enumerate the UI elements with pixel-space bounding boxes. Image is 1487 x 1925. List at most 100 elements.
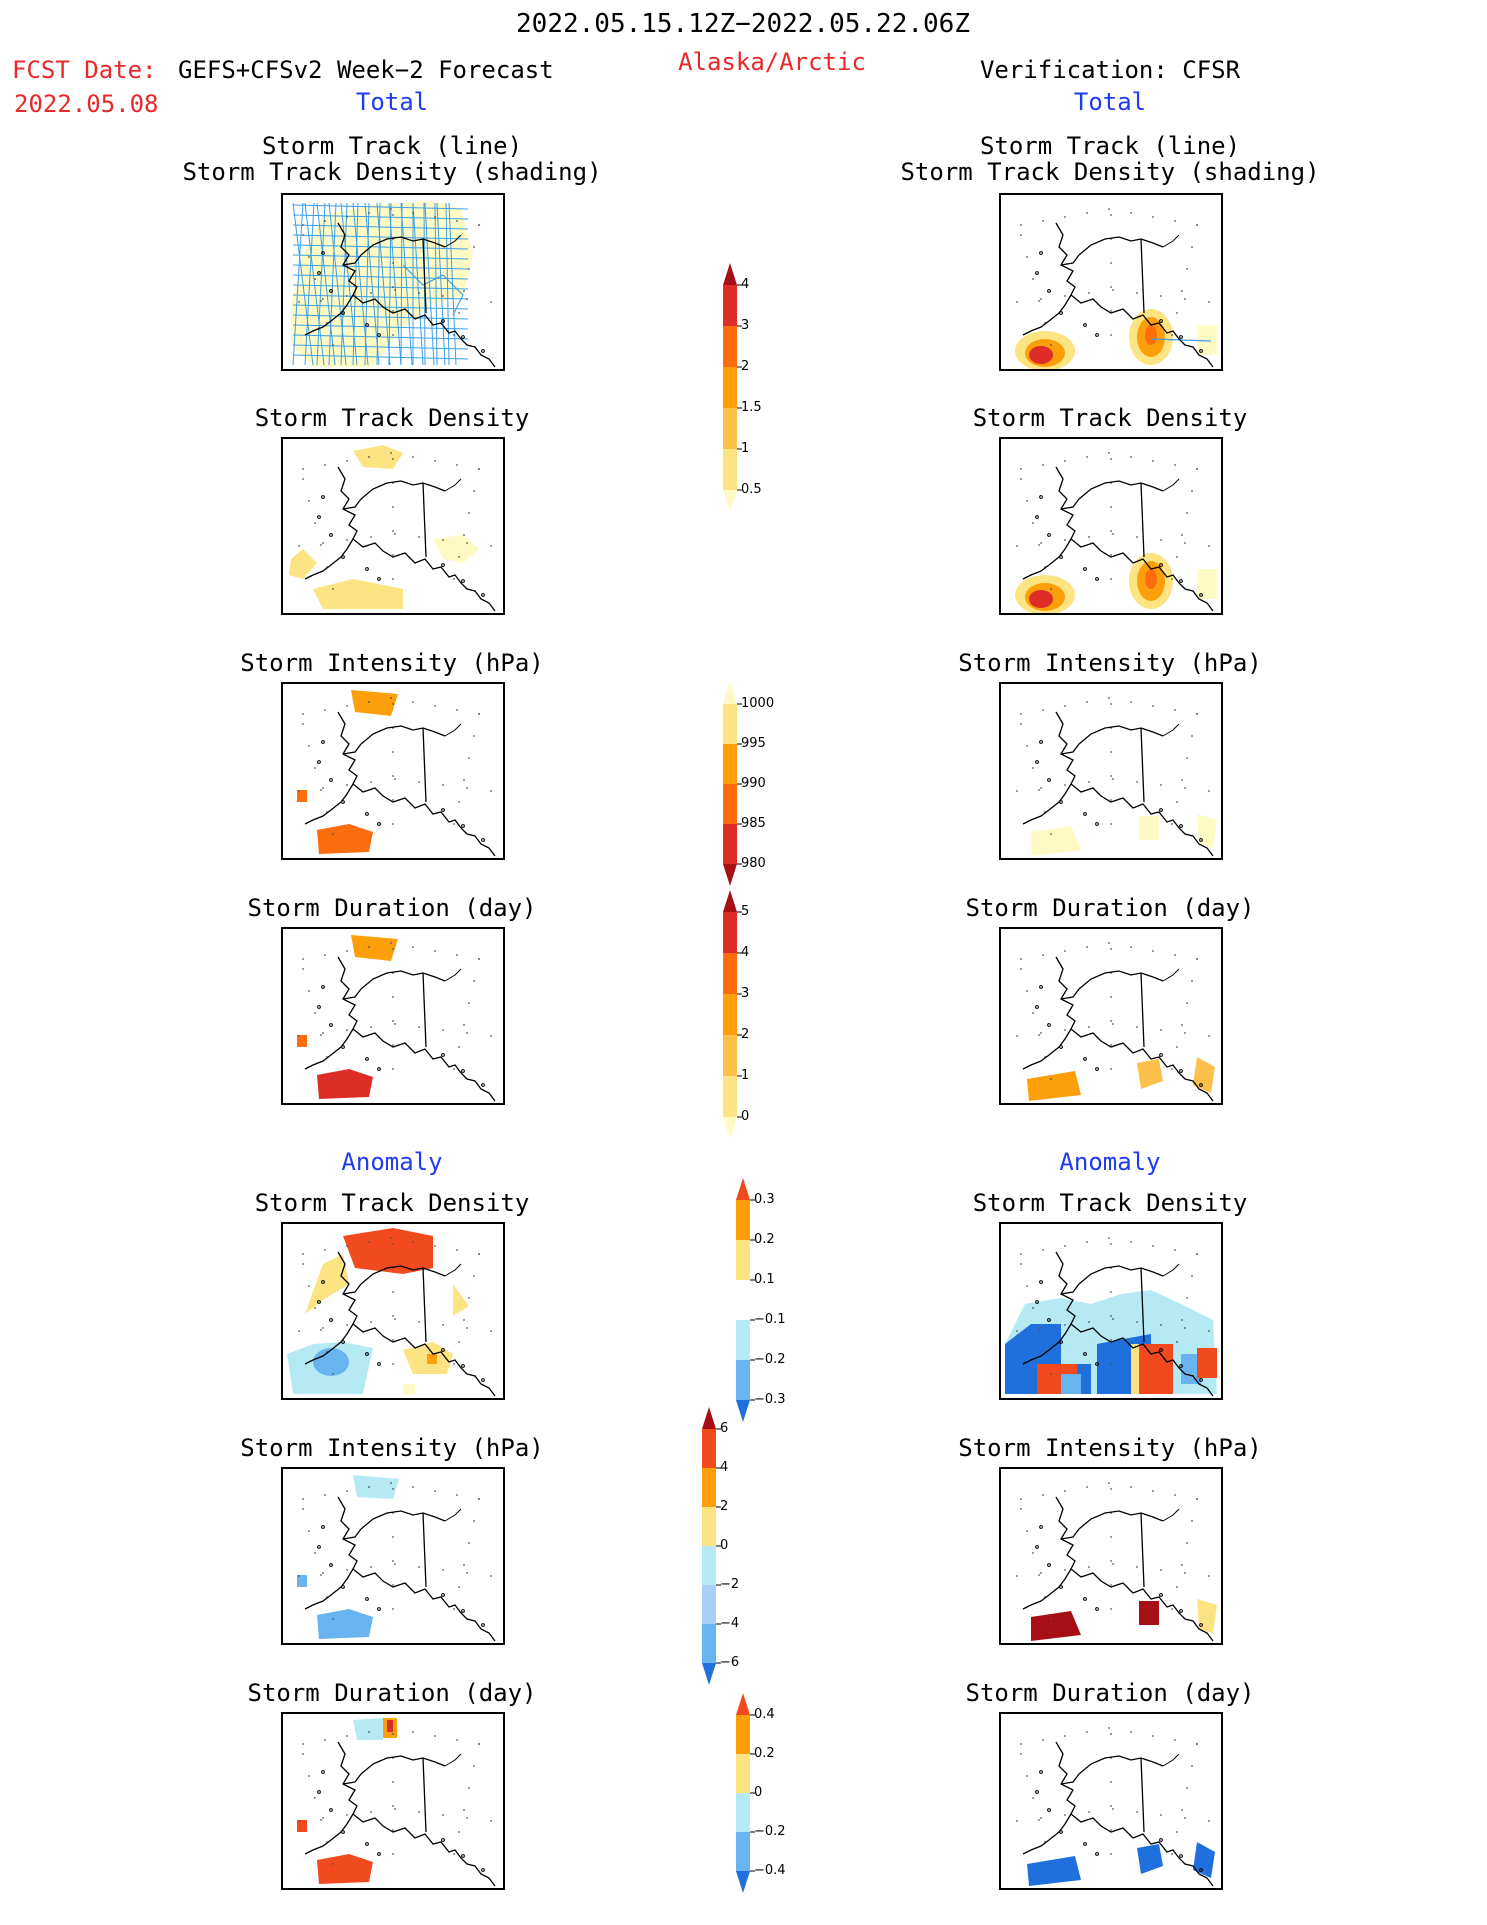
canada-border — [1141, 239, 1144, 313]
island — [1096, 334, 1099, 337]
density-shade — [1145, 325, 1157, 345]
island — [1060, 1046, 1063, 1049]
island — [1060, 556, 1063, 559]
arctic-island — [1163, 1264, 1179, 1276]
aleutian-chain — [1023, 1029, 1071, 1069]
island — [342, 1046, 345, 1049]
island — [1180, 1610, 1183, 1613]
anomaly-shade — [317, 1609, 373, 1639]
arctic-island — [1163, 1509, 1179, 1521]
map-svg — [283, 195, 503, 369]
island — [342, 801, 345, 804]
colorbar-segment — [723, 285, 737, 326]
colorbar-segment — [723, 326, 737, 367]
right-density-anom-map — [999, 1222, 1223, 1400]
colorbar-tick-label: 980 — [741, 857, 766, 871]
anomaly-shade — [1061, 1374, 1081, 1394]
colorbar-top-arrow — [723, 890, 737, 912]
anomaly-shade — [403, 1384, 415, 1394]
island — [1060, 312, 1063, 315]
island — [342, 1831, 345, 1834]
island — [1096, 1608, 1099, 1611]
aleutian-chain — [305, 1029, 353, 1069]
fcst-date: 2022.05.08 — [14, 90, 159, 118]
left-panel-7-title: Storm Duration (day) — [248, 1679, 537, 1707]
colorbar-segment — [723, 994, 737, 1035]
duration-shade — [297, 1035, 307, 1047]
island — [1040, 1281, 1043, 1284]
anomaly-shade — [297, 1575, 307, 1587]
island — [342, 556, 345, 559]
island — [442, 564, 445, 567]
colorbar-segment — [723, 408, 737, 449]
colorbar-tick-label: −2 — [720, 1578, 739, 1592]
island — [330, 1024, 333, 1027]
graticule-dots — [1016, 452, 1210, 590]
island — [1180, 580, 1183, 583]
right-panel-3-title: Storm Intensity (hPa) — [958, 649, 1261, 677]
island — [322, 741, 325, 744]
shading-layer — [287, 1228, 469, 1394]
left-panel-4-title: Storm Duration (day) — [248, 894, 537, 922]
duration-shade — [317, 1069, 373, 1099]
island — [1096, 823, 1099, 826]
colorbar-tick-label: −0.2 — [754, 1825, 786, 1839]
aleutian-chain — [1023, 539, 1071, 579]
left-panel-1-title-b: Storm Track Density (shading) — [182, 158, 601, 186]
graticule-dots — [298, 697, 492, 835]
island — [1160, 1839, 1163, 1842]
alaska-south-coast — [1056, 712, 1213, 856]
left-density-map — [281, 437, 505, 615]
island — [1160, 1594, 1163, 1597]
colorbar-segment — [736, 1793, 750, 1832]
aleutian-chain — [305, 1569, 353, 1609]
colorbar-segment — [723, 367, 737, 408]
right-panel-7-title: Storm Duration (day) — [966, 1679, 1255, 1707]
colorbar-svg — [723, 890, 797, 1143]
shading-layer — [297, 1718, 397, 1884]
graticule-dots — [1016, 1482, 1210, 1620]
colorbar-segment — [702, 1468, 716, 1507]
colorbar-tick-label: 0.2 — [754, 1233, 775, 1247]
anomaly-shade — [353, 1718, 383, 1740]
island — [1036, 516, 1039, 519]
island — [482, 1869, 485, 1872]
alaska-north-coast — [1079, 1266, 1163, 1284]
map-svg — [283, 684, 503, 858]
island — [1060, 801, 1063, 804]
colorbar-tick-label: 2 — [720, 1500, 728, 1514]
island — [442, 809, 445, 812]
graticule-dots — [298, 1482, 492, 1620]
colorbar-tick-label: 0 — [741, 1110, 749, 1124]
map-svg — [283, 439, 503, 613]
right-total-label: Total — [1074, 88, 1146, 116]
density-shade — [353, 445, 403, 469]
left-panel-3-title: Storm Intensity (hPa) — [240, 649, 543, 677]
colorbar-segment — [736, 1832, 750, 1871]
colorbar-segment — [702, 1585, 716, 1624]
island — [482, 839, 485, 842]
anomaly-shade — [353, 1475, 399, 1499]
duration-shade — [1027, 1071, 1081, 1101]
colorbar-tick-label: 990 — [741, 777, 766, 791]
colorbar-segment — [702, 1429, 716, 1468]
duration-shade — [351, 935, 398, 961]
island — [1084, 1598, 1087, 1601]
canada-border — [423, 973, 426, 1047]
colorbar-tick-label: 4 — [741, 946, 749, 960]
island — [1096, 578, 1099, 581]
aleutian-chain — [305, 784, 353, 824]
island — [322, 986, 325, 989]
colorbar-segment — [723, 953, 737, 994]
right-intensity-map — [999, 682, 1223, 860]
island — [330, 1809, 333, 1812]
island — [1036, 761, 1039, 764]
left-intensity-map — [281, 682, 505, 860]
island — [462, 1610, 465, 1613]
intensity-shade — [297, 790, 307, 802]
arctic-island — [1163, 235, 1179, 247]
colorbar-tick-label: 0 — [720, 1539, 728, 1553]
map-svg — [283, 1469, 503, 1643]
graticule-dots — [1016, 697, 1210, 835]
colorbar-segment — [736, 1240, 750, 1280]
